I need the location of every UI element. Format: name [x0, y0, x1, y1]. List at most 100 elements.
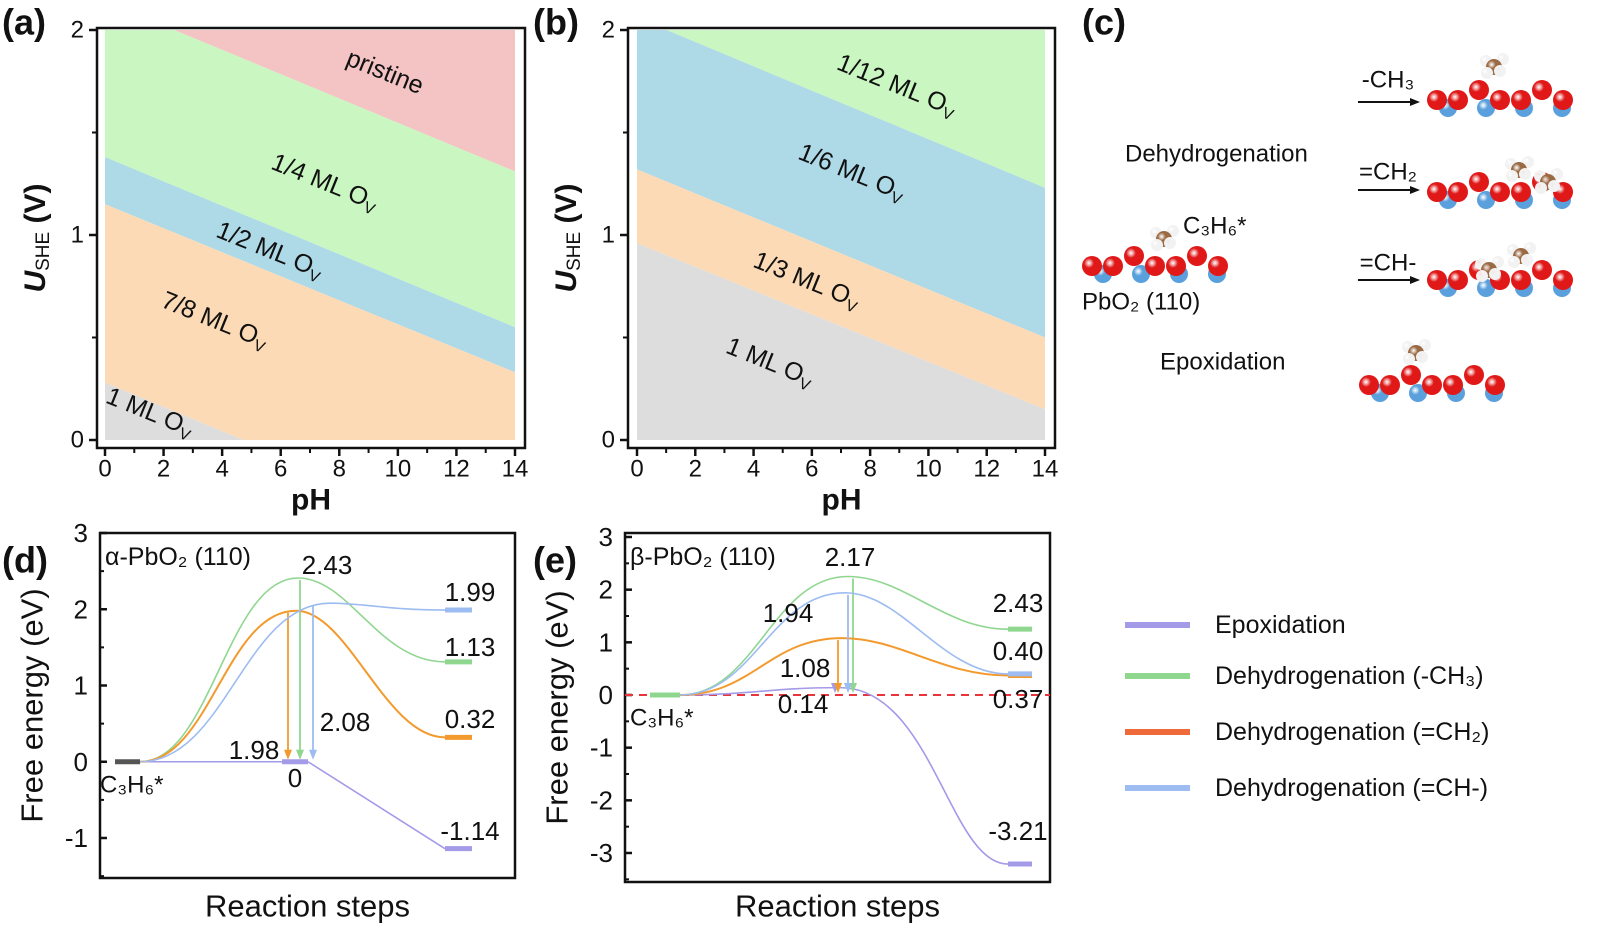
plot-frame [98, 531, 517, 880]
o-atom [1448, 90, 1468, 110]
o-atom [1124, 246, 1144, 266]
phase-region [105, 204, 515, 440]
energy-path-2 [679, 637, 1009, 696]
x-tick-label: 8 [333, 456, 346, 483]
pathway-label: =CH- [1360, 250, 1417, 277]
legend-label: Dehydrogenation (=CH₂) [1215, 718, 1489, 746]
h-atom [1151, 239, 1163, 251]
y-axis-label-subscript: SHE [33, 232, 54, 271]
pb-atom [1132, 265, 1150, 283]
surface-title: β-PbO₂ (110) [630, 543, 776, 571]
energy-value-label: 1.13 [445, 632, 496, 662]
panel-label: (c) [1082, 2, 1126, 43]
y-axis-label: Free energy (eV) [15, 588, 50, 822]
reaction-schematic: Dehydrogenation Epoxidation C₃H₆* PbO₂ (110… [1082, 53, 1573, 402]
pb-atom [1477, 279, 1495, 297]
h-atom [1476, 270, 1488, 282]
o-atom [1511, 270, 1531, 290]
h-atom [1506, 170, 1518, 182]
pb-atom [1477, 191, 1495, 209]
reaction-arrowhead [1410, 276, 1420, 284]
phase-region [637, 169, 1045, 410]
o-atom [1532, 80, 1552, 100]
y-tick-label: -2 [590, 785, 613, 815]
pb-atom [1477, 99, 1495, 117]
x-tick-label: 4 [747, 456, 760, 483]
y-tick-label: -1 [590, 733, 613, 763]
x-tick-label: 12 [973, 456, 1000, 483]
dehydrogenation-label: Dehydrogenation [1125, 141, 1308, 168]
phase-diagram-1: 1/12 ML OV1/6 ML OV1/3 ML OV1 ML OV0 2 4 6 8… [550, 17, 1059, 517]
y-tick-label: -3 [590, 838, 613, 868]
o-atom [1469, 172, 1489, 192]
h-atom [1164, 237, 1176, 249]
energy-path-0 [679, 686, 1009, 865]
o-atom [1359, 375, 1379, 395]
y-axis-label-subscript: SHE [564, 232, 585, 271]
panel-label: (e) [533, 540, 577, 581]
y-tick-label: 2 [71, 17, 84, 44]
energy-value-label: 1.94 [763, 598, 814, 628]
y-tick-label: 0 [71, 427, 84, 454]
o-atom [1448, 182, 1468, 202]
o-atom [1427, 270, 1447, 290]
o-atom [1490, 90, 1510, 110]
energy-value-label: 0.40 [993, 636, 1044, 666]
h-atom [1519, 168, 1531, 180]
barrier-arrowhead [834, 683, 842, 693]
energy-value-label: 0 [288, 763, 302, 793]
o-atom [1422, 375, 1442, 395]
o-atom [1553, 90, 1573, 110]
o-atom [1448, 270, 1468, 290]
barrier-arrowhead [309, 749, 317, 760]
o-atom [1166, 256, 1186, 276]
y-tick-label: 0 [599, 680, 613, 710]
y-tick-label: 0 [602, 427, 615, 454]
x-tick-label: 0 [630, 456, 643, 483]
y-axis-label-main: U [550, 270, 583, 293]
h-atom [1403, 353, 1415, 365]
panel-label: (a) [2, 2, 46, 43]
energy-value-label: 1.99 [445, 577, 496, 607]
legend-label: Epoxidation [1215, 611, 1346, 639]
o-atom [1208, 256, 1228, 276]
x-axis-label: pH [291, 484, 331, 517]
y-tick-label: 3 [74, 518, 88, 548]
phase-region [666, 30, 1045, 188]
phase-region [637, 243, 1045, 440]
y-tick-label: 1 [74, 671, 88, 701]
y-tick-label: 0 [74, 747, 88, 777]
h-atom [1416, 351, 1428, 363]
x-tick-label: 12 [443, 456, 470, 483]
energy-value-label: 2.43 [993, 588, 1044, 618]
energy-value-label: 1.98 [229, 735, 280, 765]
y-tick-label: 1 [71, 222, 84, 249]
o-atom [1443, 375, 1463, 395]
y-tick-label: 2 [602, 17, 615, 44]
x-tick-label: 14 [502, 456, 529, 483]
energy-value-label: 0.37 [993, 684, 1044, 714]
legend: Epoxidation Dehydrogenation (-CH₃) Dehydro… [1125, 611, 1489, 802]
y-axis-label: USHE (V) [550, 183, 585, 292]
y-tick-label: 2 [74, 594, 88, 624]
o-atom [1401, 365, 1421, 385]
surface-label: PbO₂ (110) [1082, 289, 1200, 316]
y-tick-label: 3 [599, 522, 613, 552]
x-axis-label: Reaction steps [735, 889, 940, 924]
x-tick-label: 2 [157, 456, 170, 483]
panel-label: (b) [533, 2, 579, 43]
surface-title: α-PbO₂ (110) [105, 543, 251, 571]
o-atom [1380, 375, 1400, 395]
phase-region [105, 382, 244, 440]
energy-value-label: 2.17 [825, 542, 876, 572]
o-atom [1485, 375, 1505, 395]
h-atom [1494, 65, 1506, 77]
initial-state-label: C₃H₆* [100, 772, 163, 799]
y-axis-label-unit: (V) [19, 183, 52, 231]
x-tick-label: 10 [385, 456, 412, 483]
h-atom [1521, 254, 1533, 266]
y-axis-label-unit: (V) [550, 183, 583, 231]
x-tick-label: 14 [1032, 456, 1059, 483]
h-atom [1535, 182, 1547, 194]
